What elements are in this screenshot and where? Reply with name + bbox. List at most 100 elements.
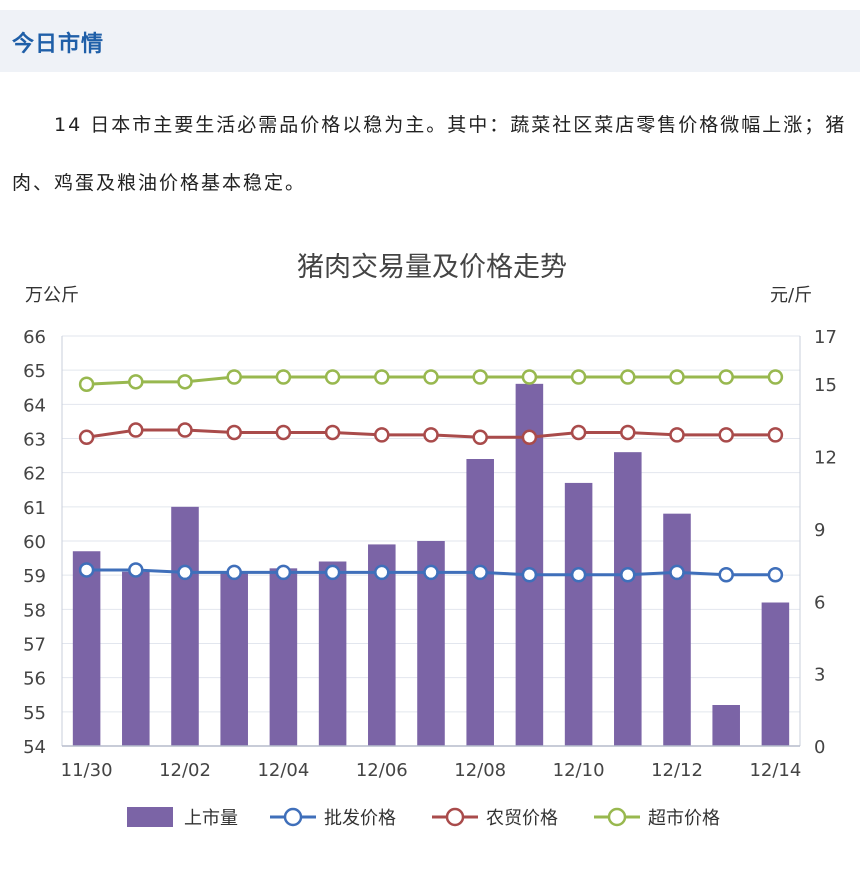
wholesale-price-point [570, 567, 587, 583]
x-tick-label: 12/08 [454, 760, 506, 781]
legend-label-farmers-market-price: 农贸价格 [486, 808, 558, 829]
legend-label-wholesale-price: 批发价格 [324, 808, 396, 829]
bar-12-08 [466, 459, 494, 746]
right-tick-label: 3 [814, 665, 825, 686]
bar-12-01 [122, 571, 150, 746]
bar-12-12 [663, 513, 691, 746]
x-tick-label: 12/04 [257, 760, 309, 781]
farmers-market-price-point [374, 427, 390, 443]
supermarket-price-point [718, 369, 734, 385]
left-tick-label: 65 [23, 361, 46, 382]
farmers-market-price-point [128, 422, 144, 438]
bar-12-13 [712, 705, 740, 746]
left-tick-label: 61 [23, 498, 46, 519]
x-tick-label: 12/14 [749, 760, 801, 781]
legend-swatch-volume [127, 807, 173, 827]
wholesale-price-point [423, 564, 439, 581]
right-tick-label: 12 [814, 448, 837, 469]
supermarket-price-point [521, 369, 538, 385]
legend-marker-supermarket-price [607, 807, 627, 827]
wholesale-price-point [669, 564, 685, 581]
chart-lines [78, 369, 784, 583]
supermarket-price-point [423, 369, 439, 385]
left-tick-label: 59 [23, 566, 46, 587]
chart-axes: 54 55 56 57 58 59 60 61 62 63 64 65 66 0 3 6 9 12 15 17 11/3… [23, 327, 837, 781]
farmers-market-price-point [570, 424, 587, 441]
x-tick-label: 12/02 [159, 760, 211, 781]
supermarket-price-point [78, 376, 95, 392]
legend-label-volume: 上市量 [184, 808, 238, 829]
left-tick-label: 63 [23, 430, 46, 451]
supermarket-price-point [374, 369, 390, 385]
section-title: 今日市情 [12, 32, 105, 57]
left-tick-label: 55 [23, 703, 46, 724]
farmers-market-price-point [275, 424, 292, 441]
bar-12-14 [761, 602, 790, 746]
wholesale-price-point [620, 567, 636, 583]
supermarket-price-point [177, 374, 193, 390]
chart-title: 猪肉交易量及价格走势 [297, 252, 567, 283]
left-tick-label: 57 [23, 635, 46, 656]
farmers-market-price-point [472, 429, 488, 446]
wholesale-price-point [374, 564, 390, 581]
wholesale-price-point [324, 564, 341, 581]
supermarket-price-point [128, 374, 144, 390]
wholesale-price-point [521, 567, 538, 583]
left-axis-unit: 万公斤 [25, 285, 79, 306]
bar-12-04 [269, 568, 298, 746]
x-tick-label: 12/12 [651, 760, 703, 781]
farmers-market-price-point [620, 424, 636, 441]
left-tick-label: 60 [23, 532, 46, 553]
left-tick-label: 66 [23, 327, 46, 348]
x-tick-label: 11/30 [61, 760, 113, 781]
farmers-market-price-point [718, 427, 734, 443]
wholesale-price-point [177, 564, 193, 581]
legend-label-supermarket-price: 超市价格 [648, 808, 720, 829]
right-tick-label: 0 [814, 737, 825, 758]
legend-marker-wholesale-price [283, 807, 303, 827]
legend-marker-farmers-market-price [445, 807, 465, 827]
bar-12-11 [614, 452, 642, 746]
wholesale-price-point [718, 567, 734, 583]
right-tick-label: 6 [814, 592, 825, 613]
x-tick-label: 12/06 [356, 760, 408, 781]
bar-11-30 [72, 551, 101, 746]
left-tick-label: 64 [23, 395, 46, 416]
chart-legend: 上市量 批发价格 农贸价格 超市价格 [127, 807, 720, 829]
bar-12-10 [564, 482, 593, 746]
supermarket-price-point [669, 369, 685, 385]
left-tick-label: 56 [23, 669, 46, 690]
supermarket-price-point [324, 369, 341, 385]
wholesale-price-point [472, 564, 488, 581]
section-header: 今日市情 [0, 10, 860, 72]
right-tick-label: 15 [814, 375, 837, 396]
supermarket-price-point [472, 369, 488, 385]
supermarket-price-point [767, 369, 784, 385]
wholesale-price-point [78, 562, 95, 578]
farmers-market-price-point [521, 429, 538, 446]
supermarket-price-point [226, 369, 242, 385]
farmers-market-price-point [767, 427, 784, 443]
left-tick-label: 58 [23, 600, 46, 621]
market-summary-paragraph: 14 日本市主要生活必需品价格以稳为主。其中：蔬菜社区菜店零售价格微幅上涨；猪肉… [12, 114, 847, 194]
farmers-market-price-point [423, 427, 439, 443]
supermarket-price-point [275, 369, 292, 385]
farmers-market-price-point [226, 424, 242, 441]
farmers-market-price-point [78, 429, 95, 446]
x-tick-label: 12/10 [553, 760, 605, 781]
right-tick-label: 17 [814, 327, 837, 348]
right-tick-label: 9 [814, 520, 825, 541]
wholesale-price-point [767, 567, 784, 583]
bar-12-03 [220, 571, 248, 746]
supermarket-price-point [620, 369, 636, 385]
bar-12-02 [171, 506, 199, 746]
wholesale-price-point [226, 564, 242, 581]
farmers-market-price-point [324, 424, 341, 441]
left-tick-label: 54 [23, 737, 46, 758]
wholesale-price-point [128, 562, 144, 578]
wholesale-price-point [275, 564, 292, 581]
bar-12-05 [318, 561, 347, 746]
farmers-market-price-point [177, 422, 193, 438]
farmers-market-price-point [669, 427, 685, 443]
